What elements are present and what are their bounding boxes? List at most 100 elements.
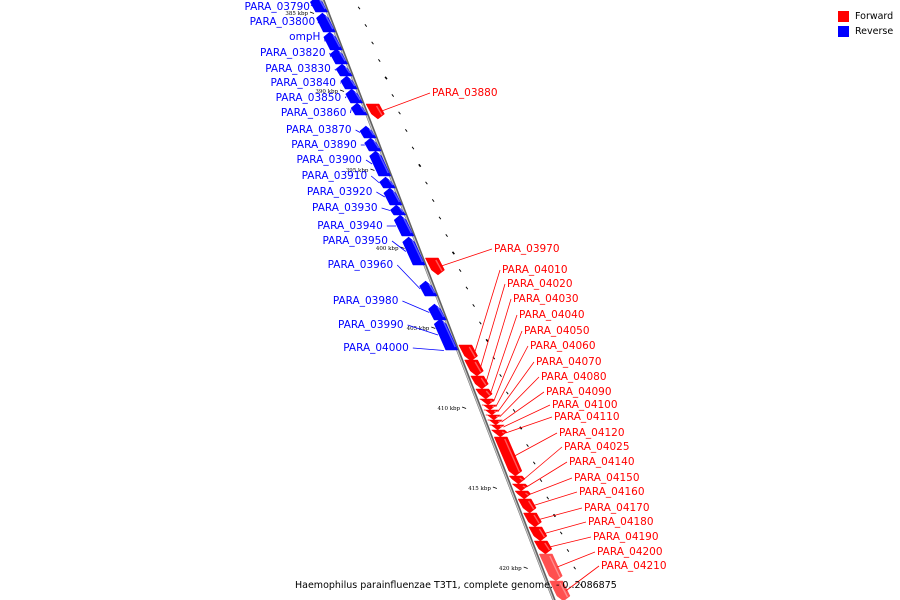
reverse-gene-label: PARA_03930 — [312, 202, 378, 214]
tick-label: 420 kbp — [499, 566, 522, 572]
forward-gene-label: PARA_04010 — [502, 264, 568, 276]
forward-gene-PARA_04160 — [517, 498, 537, 514]
forward-gene-label: PARA_04060 — [530, 340, 596, 352]
backbone-highlight — [321, 0, 555, 600]
reverse-leader-line — [391, 240, 407, 252]
forward-gene-label: PARA_04170 — [584, 502, 650, 514]
tick-mark — [523, 566, 528, 569]
reverse-gene-label: PARA_03920 — [307, 186, 373, 198]
forward-gene-PARA_04050 — [479, 398, 496, 406]
reverse-leader-line — [407, 324, 439, 336]
scale-dash — [404, 129, 408, 132]
reverse-gene-label: PARA_03830 — [265, 63, 331, 75]
tick-mark — [400, 246, 405, 249]
reverse-leader-line — [396, 264, 421, 290]
scale-dash — [411, 146, 415, 150]
forward-gene-label: PARA_04150 — [574, 472, 640, 484]
reverse-gene-PARA_03960 — [419, 280, 438, 297]
forward-leader-line — [495, 345, 529, 408]
reverse-leader-line — [376, 191, 386, 198]
scale-dash — [506, 391, 509, 395]
gene-labels: PARA_03790 PARA_03800 ompH PARA_03820 PARA_0… — [244, 1, 667, 591]
reverse-gene-label: PARA_03950 — [322, 235, 388, 247]
forward-leader-line — [526, 461, 568, 488]
reverse-leader-line — [350, 109, 352, 114]
legend-reverse: Reverse — [838, 24, 893, 39]
reverse-gene-label: PARA_03960 — [328, 259, 394, 271]
tick-label: 410 kbp — [437, 406, 460, 412]
reverse-gene-label: PARA_03870 — [286, 124, 352, 136]
forward-gene-PARA_04150 — [514, 490, 532, 500]
forward-leader-line — [501, 391, 545, 423]
reverse-gene-PARA_03860 — [350, 102, 368, 116]
tick-mark — [431, 326, 436, 329]
forward-gene-PARA_04030 — [470, 375, 489, 390]
forward-gene-label: PARA_04020 — [507, 278, 573, 290]
tick-label: 400 kbp — [376, 246, 399, 252]
forward-gene-label: PARA_04070 — [536, 356, 602, 368]
forward-gene-label: PARA_04180 — [588, 516, 654, 528]
forward-gene-PARA_03970 — [424, 257, 445, 276]
scale-dash — [512, 409, 516, 412]
forward-leader-line — [544, 521, 587, 534]
scale-dash — [485, 338, 489, 343]
reverse-gene-label: PARA_03800 — [250, 16, 316, 28]
gene-features — [309, 0, 571, 600]
legend-forward-label: Forward — [855, 11, 894, 22]
forward-leader-line — [499, 376, 540, 418]
tick-mark — [309, 11, 315, 14]
reverse-gene-label: PARA_03850 — [276, 92, 342, 104]
forward-gene-label: PARA_04120 — [559, 427, 625, 439]
tick-label: 390 kbp — [315, 89, 338, 95]
forward-leader-line — [557, 551, 596, 568]
forward-leader-line — [505, 416, 553, 434]
reverse-leader-line — [365, 159, 373, 165]
forward-leader-line — [480, 283, 506, 368]
reverse-gene-PARA_03950 — [402, 236, 426, 266]
reverse-gene-label: PARA_03980 — [333, 295, 399, 307]
scale-dash — [438, 216, 442, 220]
forward-gene-PARA_04025 — [508, 475, 526, 485]
reverse-leader-line — [355, 129, 361, 133]
reverse-gene-label: PARA_03820 — [260, 47, 326, 59]
scale-dash — [458, 269, 462, 272]
forward-gene-PARA_04100 — [489, 424, 505, 431]
scale-dash — [384, 76, 388, 80]
forward-leader-line — [497, 361, 535, 413]
reverse-leader-line — [317, 21, 320, 24]
scale-dash — [566, 549, 570, 552]
legend-forward: Forward — [838, 9, 893, 24]
forward-gene-PARA_04040 — [475, 388, 493, 400]
forward-leader-line — [538, 507, 583, 520]
forward-leader-line — [529, 477, 573, 495]
scale-dash — [398, 111, 401, 115]
scale-dash — [391, 94, 395, 97]
tick-label: 415 kbp — [468, 486, 491, 492]
scale-dash — [371, 41, 374, 45]
reverse-gene-PARA_03900 — [369, 150, 392, 177]
forward-gene-PARA_04170 — [523, 512, 542, 528]
forward-gene-PARA_04190 — [533, 540, 553, 555]
scale-dash — [526, 444, 529, 447]
scale-dash — [479, 321, 482, 325]
reverse-gene-PARA_03990 — [433, 318, 459, 351]
forward-leader-line — [503, 404, 551, 428]
forward-leader-line — [566, 565, 600, 591]
forward-gene-label: PARA_04110 — [554, 411, 620, 423]
forward-leader-line — [381, 92, 431, 112]
reverse-gene-label: PARA_03890 — [291, 139, 357, 151]
forward-gene-label: PARA_04080 — [541, 371, 607, 383]
reverse-gene-label: PARA_03940 — [317, 220, 383, 232]
scale-dash — [431, 199, 435, 202]
reverse-leader-line — [412, 347, 444, 351]
tick-mark — [492, 486, 498, 489]
forward-gene-PARA_04180 — [528, 526, 548, 542]
forward-gene-PARA_04210 — [549, 580, 571, 600]
scale-dash — [378, 59, 381, 62]
scale-dash — [472, 304, 475, 307]
forward-gene-label: PARA_04040 — [519, 309, 585, 321]
forward-gene-label: PARA_04025 — [564, 441, 630, 453]
reverse-gene-label: PARA_03840 — [270, 77, 336, 89]
forward-gene-label: PARA_04210 — [601, 560, 667, 572]
